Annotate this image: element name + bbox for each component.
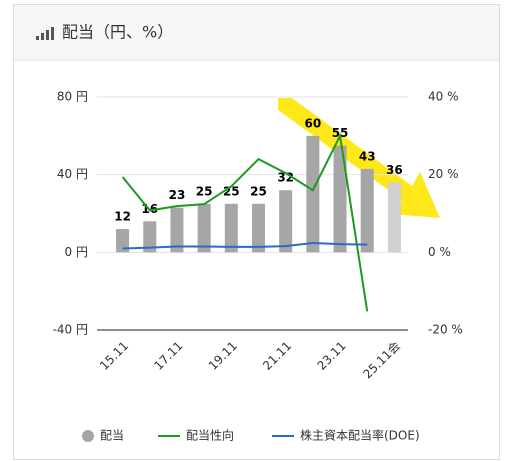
x-tick-label: 25.11会 [360, 339, 403, 382]
legend-label: 配当性向 [186, 428, 234, 443]
y2-tick-label: 0 % [428, 245, 451, 259]
y-tick-label: 40 円 [57, 167, 88, 181]
bar [387, 182, 401, 253]
line [121, 132, 369, 312]
data-label: 23 [169, 188, 186, 202]
y-tick-label: 80 円 [57, 90, 88, 104]
y-tick-label: 0 円 [65, 245, 88, 259]
bar [333, 145, 347, 253]
bar [197, 203, 211, 253]
x-tick-label: 15.11 [97, 339, 131, 373]
data-label: 25 [250, 184, 267, 198]
data-label: 60 [305, 116, 322, 130]
bar [252, 203, 265, 253]
legend-label: 配当 [100, 429, 124, 443]
legend-label: 株主資本配当率(DOE) [300, 428, 420, 443]
signal-icon [36, 27, 54, 40]
card [13, 4, 500, 460]
bar [224, 203, 238, 253]
bar [116, 229, 130, 253]
bar [360, 168, 374, 253]
card-header [14, 5, 499, 60]
legend-swatch [82, 430, 94, 442]
data-label: 55 [332, 126, 349, 140]
bar [306, 135, 320, 253]
x-tick-label: 21.11 [260, 339, 294, 373]
data-label: 25 [223, 184, 240, 198]
bar [143, 221, 157, 253]
x-tick-label: 23.11 [314, 339, 348, 373]
bar [279, 190, 293, 253]
data-label: 32 [277, 171, 294, 185]
y-tick-label: -40 円 [53, 323, 88, 337]
data-label: 43 [359, 149, 376, 163]
y2-tick-label: -20 % [428, 323, 463, 337]
card-title: 配当（円、%） [62, 23, 173, 42]
x-tick-label: 19.11 [206, 339, 240, 373]
y2-tick-label: 20 % [428, 167, 459, 181]
y2-tick-label: 40 % [428, 90, 459, 104]
bar [170, 207, 184, 253]
line [122, 242, 368, 250]
data-label: 25 [196, 184, 213, 198]
data-label: 12 [114, 210, 131, 224]
x-tick-label: 17.11 [151, 339, 185, 373]
data-label: 36 [386, 163, 403, 177]
